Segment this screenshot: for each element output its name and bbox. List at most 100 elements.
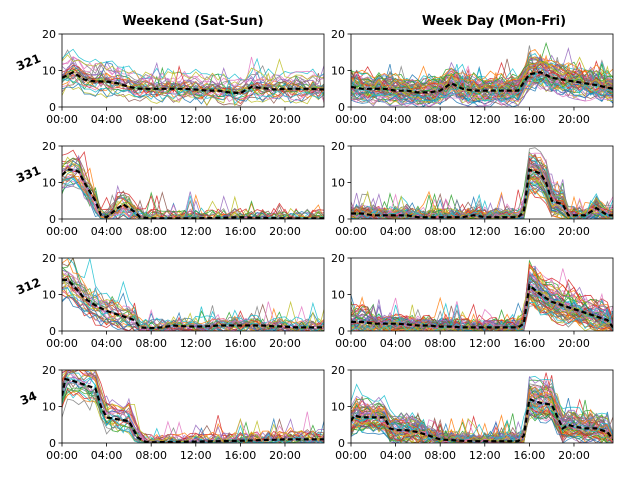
day-trace: [351, 270, 613, 331]
ytick-label: 20: [42, 364, 56, 377]
day-trace: [351, 382, 613, 443]
xtick-label: 00:00: [46, 113, 78, 126]
ytick-label: 0: [338, 101, 345, 114]
day-trace: [351, 402, 613, 443]
day-trace: [62, 388, 324, 443]
row-label-2: 312: [14, 275, 42, 297]
trace-group: [62, 370, 324, 443]
day-trace: [62, 370, 324, 443]
xtick-label: 00:00: [46, 225, 78, 238]
xtick-label: 12:00: [469, 225, 501, 238]
row-label-0: 321: [14, 51, 42, 73]
trace-group: [351, 41, 613, 107]
day-trace: [351, 293, 613, 331]
xtick-label: 20:00: [269, 113, 301, 126]
xtick-label: 08:00: [135, 113, 167, 126]
day-trace: [62, 78, 324, 105]
xtick-label: 20:00: [269, 449, 301, 462]
ytick-label: 0: [49, 213, 56, 226]
xtick-label: 20:00: [558, 113, 590, 126]
xtick-label: 12:00: [180, 337, 212, 350]
ytick-label: 20: [331, 364, 345, 377]
ytick-label: 10: [331, 401, 345, 414]
ytick-label: 0: [338, 325, 345, 338]
day-trace: [62, 258, 324, 327]
trace-group: [351, 259, 613, 331]
column-title-weekday: Week Day (Mon-Fri): [422, 14, 566, 29]
day-trace: [351, 176, 613, 219]
xtick-label: 16:00: [514, 113, 546, 126]
ytick-label: 0: [49, 437, 56, 450]
mean-line: [62, 71, 324, 95]
day-trace: [62, 69, 324, 97]
ytick-label: 10: [42, 177, 56, 190]
xtick-label: 00:00: [335, 225, 367, 238]
day-trace: [62, 380, 324, 443]
day-trace: [351, 74, 613, 103]
mean-line: [62, 377, 324, 443]
day-trace: [351, 75, 613, 107]
mean-line: [351, 397, 613, 443]
row-label-1: 331: [14, 163, 42, 185]
day-trace: [62, 56, 324, 86]
xtick-label: 08:00: [135, 225, 167, 238]
ytick-label: 10: [331, 177, 345, 190]
xtick-label: 08:00: [424, 113, 456, 126]
xtick-label: 12:00: [469, 449, 501, 462]
panels-group: 0 10 20 00:00 04:00 08:00 12:00 16:00 20:00 0 10 20…: [42, 28, 614, 462]
xtick-label: 00:00: [335, 113, 367, 126]
ytick-label: 20: [331, 252, 345, 265]
panel-312-weekday: 0 10 20 00:00 04:00 08:00 12:00 16:00 20:00: [331, 252, 614, 350]
panel-321-weekend: 0 10 20 00:00 04:00 08:00 12:00 16:00 20:00: [42, 28, 325, 126]
xtick-label: 08:00: [424, 337, 456, 350]
mean-line: [62, 278, 324, 330]
day-trace: [351, 265, 613, 331]
day-trace: [351, 301, 613, 331]
day-trace: [351, 64, 613, 100]
xtick-label: 00:00: [46, 337, 78, 350]
day-trace: [62, 277, 324, 331]
xtick-label: 12:00: [180, 113, 212, 126]
panel-321-weekday: 0 10 20 00:00 04:00 08:00 12:00 16:00 20:00: [331, 28, 614, 126]
day-trace: [62, 82, 324, 105]
ytick-label: 10: [331, 65, 345, 78]
day-trace: [62, 258, 324, 330]
panel-34-weekend: 0 10 20 00:00 04:00 08:00 12:00 16:00 20:00: [42, 364, 325, 462]
row-label-3: 34: [18, 389, 39, 408]
ytick-label: 0: [49, 101, 56, 114]
xtick-label: 16:00: [514, 449, 546, 462]
ytick-label: 10: [42, 401, 56, 414]
day-trace: [62, 165, 324, 219]
xtick-label: 08:00: [424, 449, 456, 462]
trace-group: [62, 258, 324, 331]
xtick-label: 04:00: [380, 113, 412, 126]
xtick-label: 20:00: [558, 449, 590, 462]
day-trace: [62, 48, 324, 81]
panel-331-weekend: 0 10 20 00:00 04:00 08:00 12:00 16:00 20:00: [42, 140, 325, 238]
ytick-label: 20: [42, 140, 56, 153]
day-trace: [351, 62, 613, 93]
trace-group: [62, 48, 324, 107]
xtick-label: 12:00: [469, 337, 501, 350]
xtick-label: 08:00: [135, 337, 167, 350]
ytick-label: 10: [42, 289, 56, 302]
panel-34-weekday: 0 10 20 00:00 04:00 08:00 12:00 16:00 20:00: [331, 364, 614, 462]
ytick-label: 20: [42, 252, 56, 265]
xtick-label: 16:00: [225, 337, 257, 350]
day-trace: [62, 370, 324, 443]
day-trace: [62, 170, 324, 219]
mean-line: [351, 71, 613, 94]
xtick-label: 04:00: [91, 337, 123, 350]
day-trace: [351, 177, 613, 219]
trace-group: [351, 147, 613, 219]
xtick-label: 04:00: [380, 225, 412, 238]
day-trace: [351, 78, 613, 107]
ytick-label: 0: [338, 213, 345, 226]
day-trace: [351, 404, 613, 443]
xtick-label: 00:00: [46, 449, 78, 462]
day-trace: [351, 77, 613, 105]
xtick-label: 12:00: [180, 225, 212, 238]
day-trace: [351, 274, 613, 331]
panel-312-weekend: 0 10 20 00:00 04:00 08:00 12:00 16:00 20:00: [42, 252, 325, 350]
